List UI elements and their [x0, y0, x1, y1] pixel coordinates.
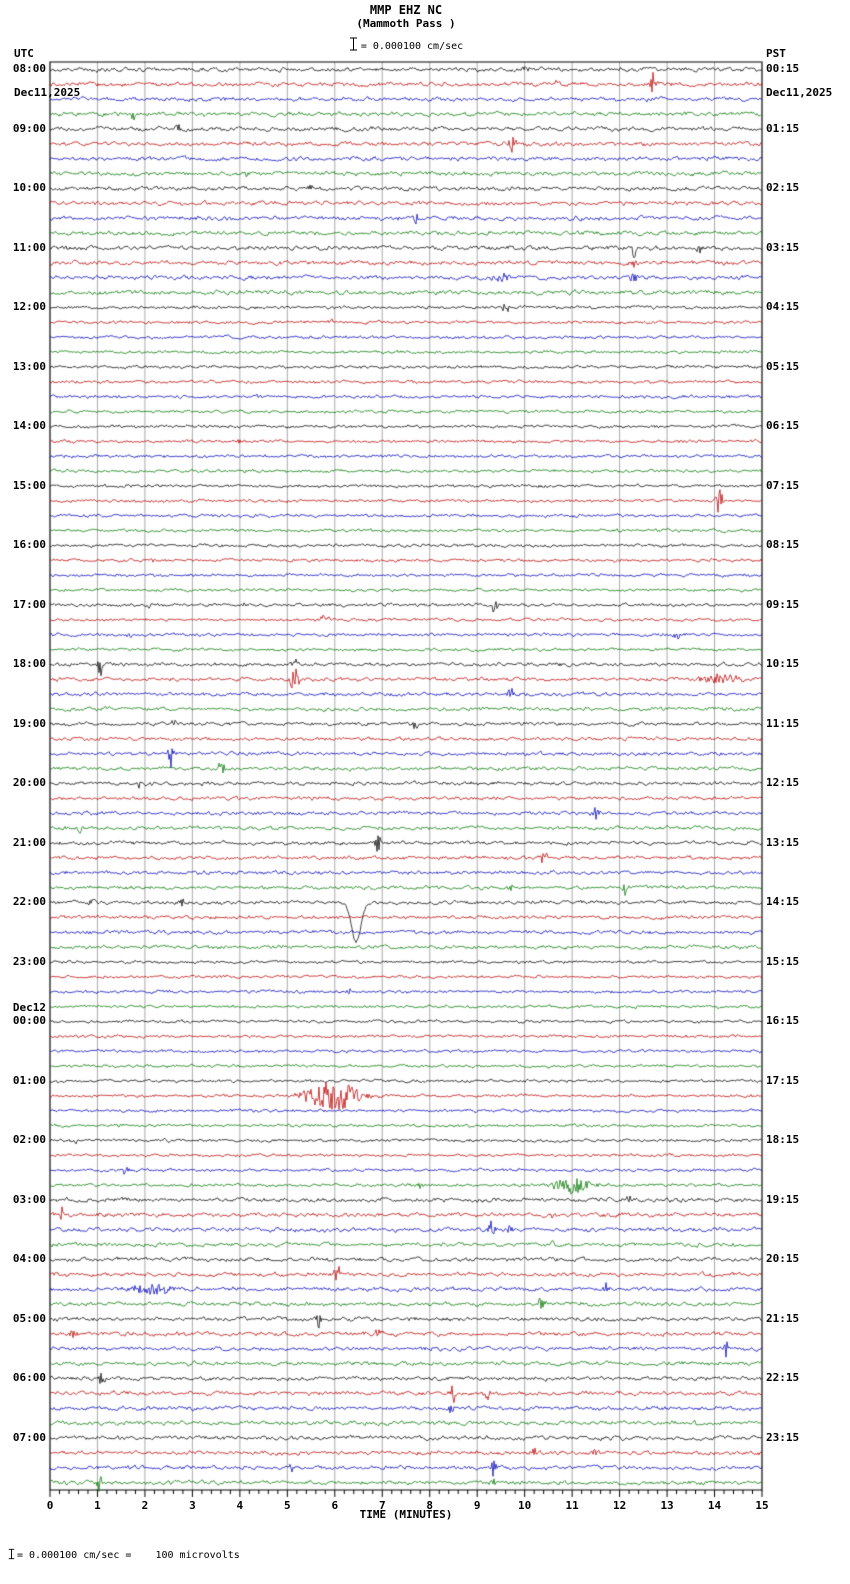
x-axis-tick-label: 8 [426, 1499, 434, 1512]
station-title: MMP EHZ NC [369, 3, 443, 17]
utc-row-label: 17:00 [12, 597, 46, 611]
utc-tz-label: UTC [14, 47, 34, 60]
pst-row-label: 05:15 [766, 359, 800, 373]
pst-row-label: 17:15 [766, 1073, 800, 1087]
pst-row-label: 11:15 [766, 716, 800, 730]
pst-row-label: 12:15 [766, 776, 800, 790]
pst-header: PST Dec11,2025 [766, 21, 832, 125]
utc-row-label: 18:00 [12, 657, 46, 671]
pst-row-label: 19:15 [766, 1192, 800, 1206]
x-axis-tick-label: 1 [94, 1499, 101, 1512]
pst-row-label: 08:15 [766, 538, 800, 552]
pst-row-label: 22:15 [766, 1371, 800, 1385]
pst-row-label: 03:15 [766, 240, 800, 254]
pst-tz-label: PST [766, 47, 786, 60]
utc-row-label: 19:00 [12, 716, 46, 730]
x-axis-tick-label: 5 [284, 1499, 291, 1512]
amplitude-scale-icon [8, 1548, 15, 1560]
x-axis-tick-label: 13 [660, 1499, 674, 1512]
x-axis-tick-label: 12 [612, 1499, 627, 1512]
pst-row-label: 10:15 [766, 657, 800, 671]
utc-row-label: 11:00 [12, 240, 46, 254]
utc-row-label: 08:00 [12, 62, 46, 76]
pst-row-label: 13:15 [766, 835, 800, 849]
x-axis-tick-label: 15 [755, 1499, 769, 1512]
pst-row-label: 23:15 [766, 1430, 800, 1444]
utc-row-label: 12:00 [12, 300, 46, 314]
utc-row-label: 09:00 [12, 121, 46, 135]
utc-date-label: Dec11,2025 [14, 86, 81, 99]
utc-row-label: 06:00 [12, 1371, 46, 1385]
utc-row-label: 10:00 [12, 181, 46, 195]
pst-row-label: 15:15 [766, 954, 800, 968]
x-axis-tick-label: 7 [378, 1499, 386, 1512]
x-axis-tick-label: 4 [236, 1499, 244, 1512]
pst-date-label: Dec11,2025 [766, 86, 833, 99]
pst-row-label: 02:15 [766, 181, 800, 195]
footnote-text: = 0.000100 cm/sec = 100 microvolts [17, 1550, 240, 1561]
x-axis-tick-label: 3 [189, 1499, 196, 1512]
station-location: (Mammoth Pass ) [356, 17, 456, 30]
scale-line: = 0.000100 cm/sec [0, 37, 812, 52]
amplitude-scale-icon [349, 37, 357, 51]
utc-row-label: 00:00 [12, 1014, 46, 1028]
pst-row-label: 00:15 [766, 62, 800, 76]
utc-row-label: 04:00 [12, 1252, 46, 1266]
utc-row-label: 15:00 [12, 478, 46, 492]
x-axis-tick-label: 0 [46, 1499, 54, 1512]
pst-row-label: 16:15 [766, 1014, 800, 1028]
utc-row-label: 16:00 [12, 538, 46, 552]
pst-row-label: 06:15 [766, 419, 800, 433]
pst-row-label: 09:15 [766, 597, 800, 611]
scale-label: = 0.000100 cm/sec [360, 41, 464, 52]
pst-row-label: 21:15 [766, 1311, 800, 1325]
x-axis-tick-label: 9 [473, 1499, 481, 1512]
pst-row-label: 07:15 [766, 478, 800, 492]
utc-row-label: 01:00 [12, 1073, 46, 1087]
utc-row-label: 02:00 [12, 1133, 46, 1147]
pst-row-label: 01:15 [766, 121, 800, 135]
pst-row-label: 20:15 [766, 1252, 800, 1266]
pst-row-label: 18:15 [766, 1133, 800, 1147]
utc-row-label: 13:00 [12, 359, 46, 373]
x-axis-title: TIME (MINUTES) [359, 1508, 453, 1521]
x-axis-tick-label: 6 [331, 1499, 339, 1512]
utc-row-label: 05:00 [12, 1311, 46, 1325]
utc-row-label: 03:00 [12, 1192, 46, 1206]
pst-row-label: 14:15 [766, 895, 800, 909]
utc-row-label: 20:00 [12, 776, 46, 790]
x-axis-tick-label: 10 [518, 1499, 532, 1512]
utc-row-label: 07:00 [12, 1430, 46, 1444]
x-axis-tick-label: 11 [565, 1499, 579, 1512]
utc-header: UTC Dec11,2025 [14, 21, 80, 125]
utc-row-label: 22:00 [12, 895, 46, 909]
utc-row-label: Dec12 [12, 1001, 46, 1015]
pst-row-label: 04:15 [766, 300, 800, 314]
utc-row-label: 21:00 [12, 835, 46, 849]
utc-row-label: 23:00 [12, 954, 46, 968]
scale-footnote: = 0.000100 cm/sec = 100 microvolts [8, 1548, 240, 1561]
utc-row-label: 14:00 [12, 419, 46, 433]
x-axis-tick-label: 14 [707, 1499, 722, 1512]
x-axis-tick-label: 2 [141, 1499, 149, 1512]
